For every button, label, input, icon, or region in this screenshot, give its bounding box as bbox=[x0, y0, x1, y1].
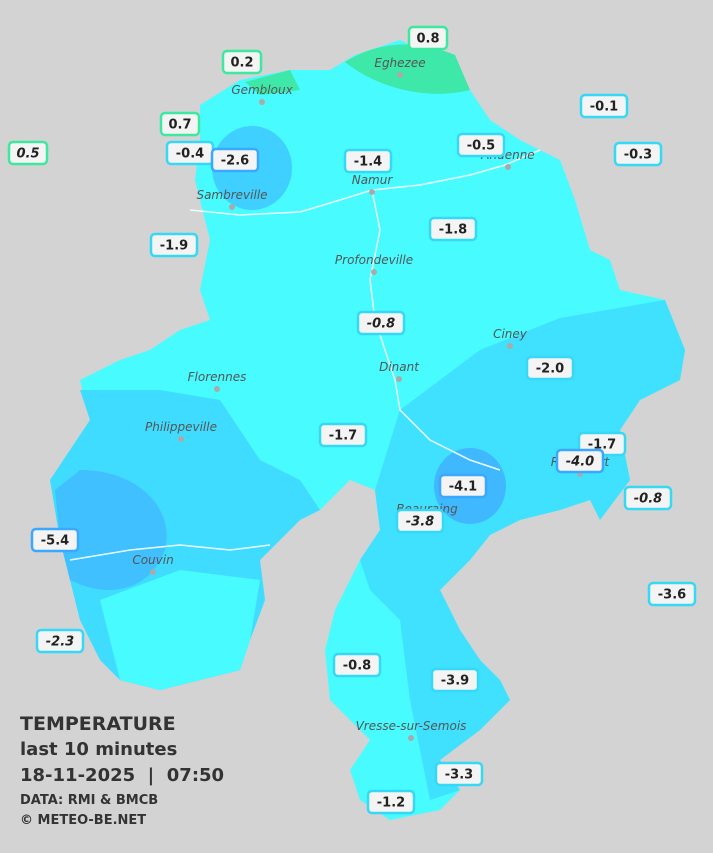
reading-value: -4.0 bbox=[566, 455, 594, 470]
reading-box bbox=[438, 473, 488, 499]
reading-value: 0.2 bbox=[230, 56, 253, 71]
reading-value: -1.8 bbox=[439, 223, 467, 238]
reading-value: -2.3 bbox=[46, 635, 74, 650]
reading-value: -3.9 bbox=[441, 674, 469, 689]
reading-box bbox=[623, 485, 673, 511]
reading-box bbox=[366, 789, 416, 815]
reading-box bbox=[30, 527, 80, 553]
reading-box bbox=[356, 310, 406, 336]
place-dot bbox=[214, 386, 220, 392]
place-dot bbox=[397, 72, 403, 78]
legend-title: TEMPERATURE bbox=[20, 713, 176, 735]
reading-box bbox=[343, 148, 393, 174]
place-dot bbox=[229, 204, 235, 210]
legend: TEMPERATURE last 10 minutes 18-11-2025 |… bbox=[20, 713, 224, 828]
reading-value: -4.1 bbox=[449, 480, 477, 495]
reading-box bbox=[149, 232, 199, 258]
reading-box bbox=[7, 140, 49, 166]
reading-value: -0.8 bbox=[367, 317, 395, 332]
legend-subtitle: last 10 minutes bbox=[20, 739, 177, 760]
reading-box bbox=[407, 25, 449, 51]
legend-source: DATA: RMI & BMCB bbox=[20, 793, 158, 808]
place-dot bbox=[178, 436, 184, 442]
reading-value: -3.8 bbox=[406, 515, 434, 530]
reading-value: -2.6 bbox=[221, 154, 249, 169]
place-name: Florennes bbox=[188, 370, 247, 384]
reading-box bbox=[647, 581, 697, 607]
place-dot bbox=[396, 376, 402, 382]
place-dot bbox=[259, 99, 265, 105]
place-dot bbox=[408, 735, 414, 741]
legend-copyright: © METEO-BE.NET bbox=[20, 813, 146, 828]
reading-box bbox=[159, 111, 201, 137]
place-name: Eghezee bbox=[374, 56, 425, 70]
reading-value: -5.4 bbox=[41, 534, 69, 549]
legend-timestamp: 18-11-2025 | 07:50 bbox=[20, 765, 224, 786]
place-name: Sambreville bbox=[196, 188, 267, 202]
place-name: Philippeville bbox=[145, 420, 217, 434]
reading-box bbox=[428, 216, 478, 242]
reading-box bbox=[456, 132, 506, 158]
reading-value: -0.5 bbox=[467, 139, 495, 154]
reading-value: -0.3 bbox=[624, 148, 652, 163]
reading-value: -1.4 bbox=[354, 155, 382, 170]
place-dot bbox=[371, 269, 377, 275]
reading-box bbox=[35, 628, 85, 654]
reading-value: -1.2 bbox=[377, 796, 405, 811]
reading-value: -3.3 bbox=[445, 768, 473, 783]
place-dot bbox=[507, 343, 513, 349]
reading-box bbox=[525, 355, 575, 381]
reading-box bbox=[579, 93, 629, 119]
reading-value: -1.9 bbox=[160, 239, 188, 254]
reading-box bbox=[210, 147, 260, 173]
place-name: Profondeville bbox=[335, 253, 413, 267]
reading-value: -1.7 bbox=[329, 429, 357, 444]
reading-box bbox=[555, 448, 605, 474]
place-name: Dinant bbox=[379, 360, 420, 374]
place-name: Ciney bbox=[493, 327, 528, 341]
reading-value: -3.6 bbox=[658, 588, 686, 603]
place-name: Couvin bbox=[132, 553, 173, 567]
reading-value: 0.8 bbox=[416, 32, 439, 47]
reading-value: 0.5 bbox=[16, 147, 39, 162]
reading-box bbox=[332, 652, 382, 678]
place-name: Vresse-sur-Semois bbox=[356, 719, 467, 733]
reading-box bbox=[434, 761, 484, 787]
place-name: Gembloux bbox=[231, 83, 293, 97]
place-dot bbox=[150, 569, 156, 575]
place-dot bbox=[369, 189, 375, 195]
reading-value: -0.8 bbox=[634, 492, 662, 507]
reading-box bbox=[318, 422, 368, 448]
reading-box bbox=[430, 667, 480, 693]
reading-value: -0.4 bbox=[176, 147, 204, 162]
reading-value: -0.1 bbox=[590, 100, 618, 115]
place-name: Namur bbox=[352, 173, 394, 187]
reading-value: -0.8 bbox=[343, 659, 371, 674]
reading-value: 0.7 bbox=[168, 118, 191, 133]
reading-box bbox=[221, 49, 263, 75]
place-dot bbox=[505, 164, 511, 170]
reading-box bbox=[613, 141, 663, 167]
reading-box bbox=[395, 508, 445, 534]
reading-value: -2.0 bbox=[536, 362, 564, 377]
